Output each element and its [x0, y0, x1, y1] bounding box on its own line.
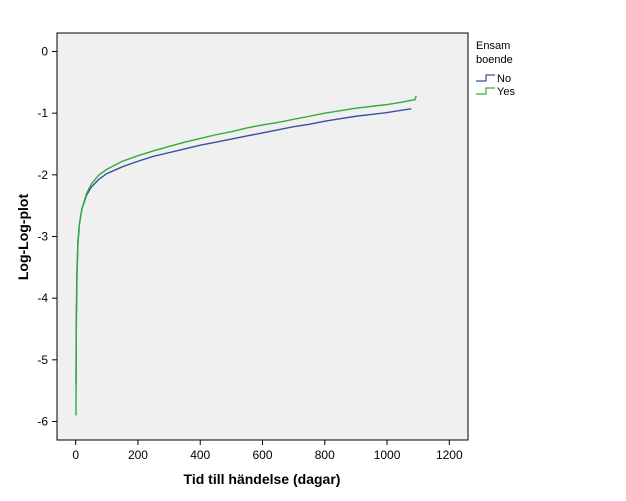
y-axis: 0 -1 -2 -3 -4 -5 -6 [37, 45, 57, 429]
x-tick-label: 400 [190, 448, 210, 462]
y-tick-label: -1 [37, 106, 48, 120]
x-tick-label: 1200 [436, 448, 463, 462]
y-tick-label: -4 [37, 291, 48, 305]
x-axis: 0 200 400 600 800 1000 1200 [72, 440, 463, 462]
y-axis-title: Log-Log-plot [15, 194, 31, 281]
y-tick-label: -3 [37, 230, 48, 244]
legend-label-no: No [497, 73, 511, 85]
plot-area [56, 32, 469, 441]
x-tick-label: 200 [128, 448, 148, 462]
x-tick-label: 600 [252, 448, 272, 462]
legend-title-line-1: Ensam [476, 40, 510, 52]
legend-swatch-no [476, 74, 495, 82]
x-tick-label: 800 [315, 448, 335, 462]
y-tick-label: -5 [37, 353, 48, 367]
series-line-yes [75, 95, 417, 416]
legend-label-yes: Yes [497, 86, 515, 98]
legend-swatch-yes [476, 87, 495, 95]
x-tick-label: 0 [72, 448, 79, 462]
x-tick-label: 1000 [374, 448, 401, 462]
y-tick-label: -6 [37, 415, 48, 429]
y-tick-label: 0 [41, 45, 48, 59]
legend-title-line-2: boende [476, 54, 513, 66]
y-tick-label: -2 [37, 168, 48, 182]
x-axis-title: Tid till händelse (dagar) [184, 471, 341, 487]
series-group [75, 95, 417, 416]
